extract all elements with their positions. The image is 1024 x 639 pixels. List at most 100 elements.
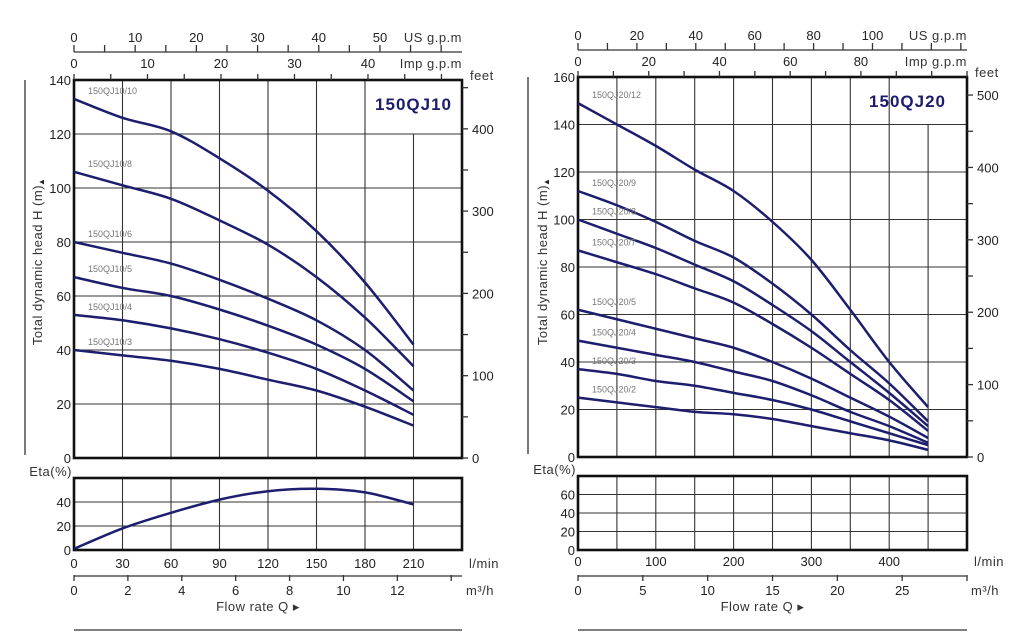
us-gpm-tick-label: 50 (373, 30, 387, 45)
curve-label: 150QJ20/9 (592, 178, 636, 188)
m3h-tick-label: 4 (178, 583, 185, 598)
y-tick-label: 140 (49, 73, 71, 88)
curve-150QJ10/6 (73, 240, 415, 392)
imp-gpm-tick-label: 10 (140, 56, 154, 71)
us-gpm-tick-label: 10 (128, 30, 142, 45)
y-tick-label: 80 (57, 235, 71, 250)
imp-gpm-tick-label: 80 (854, 54, 868, 69)
up-arrow-icon: ▲ (542, 178, 551, 186)
m3h-tick-label: 25 (895, 583, 909, 598)
us-gpm-tick-label: 60 (747, 28, 761, 43)
y-tick-label: 160 (553, 70, 575, 85)
feet-tick-label: 200 (977, 305, 999, 320)
curve-label: 150QJ10/8 (88, 159, 132, 169)
curve-150QJ10/3 (73, 348, 414, 427)
y-tick-label: 20 (561, 403, 575, 418)
curve-label: 150QJ20/7 (592, 237, 636, 247)
imp-gpm-axis-label: Imp g.p.m (400, 56, 462, 71)
feet-tick-label: 0 (472, 451, 479, 466)
m3h-tick-label: 2 (124, 583, 131, 598)
m3h-tick-label: 0 (70, 583, 77, 598)
y-tick-label: 60 (57, 289, 71, 304)
chart-title: 150QJ20 (869, 92, 946, 111)
y-tick-label: 120 (49, 127, 71, 142)
x-tick-label: 180 (354, 556, 376, 571)
us-gpm-tick-label: 20 (630, 28, 644, 43)
curve-label: 150QJ10/5 (88, 264, 132, 274)
y-axis-label: Total dynamic head H (m) (30, 185, 45, 345)
x-tick-label: 30 (115, 556, 129, 571)
x-tick-label: 60 (164, 556, 178, 571)
m3h-tick-label: 8 (286, 583, 293, 598)
y-tick-label: 0 (64, 451, 71, 466)
us-gpm-axis-label: US g.p.m (404, 30, 462, 45)
curve-label: 150QJ10/6 (88, 229, 132, 239)
us-gpm-axis-label: US g.p.m (909, 28, 967, 43)
x-tick-label: 0 (70, 556, 77, 571)
m3h-tick-label: 10 (700, 583, 714, 598)
us-gpm-tick-label: 40 (312, 30, 326, 45)
x-unit-label: l/min (974, 554, 1004, 569)
imp-gpm-axis-label: Imp g.p.m (905, 54, 967, 69)
imp-gpm-tick-label: 60 (783, 54, 797, 69)
x-tick-label: 150 (306, 556, 328, 571)
curve-150QJ20/8 (577, 218, 929, 428)
eta-tick-label: 20 (57, 519, 71, 534)
feet-axis-label: feet (975, 65, 999, 80)
feet-tick-label: 0 (977, 450, 984, 465)
eta-tick-label: 20 (561, 525, 575, 540)
imp-gpm-tick-label: 0 (574, 54, 581, 69)
efficiency-curve (73, 487, 414, 550)
eta-axis-label: Eta(%) (533, 462, 576, 477)
feet-tick-label: 500 (977, 88, 999, 103)
plot-border (72, 78, 464, 460)
eta-axis-label: Eta(%) (29, 464, 72, 479)
m3h-tick-label: 15 (765, 583, 779, 598)
x-tick-label: 0 (574, 554, 581, 569)
y-tick-label: 0 (568, 450, 575, 465)
x-tick-label: 90 (212, 556, 226, 571)
eta-plot-border (72, 476, 464, 552)
imp-gpm-tick-label: 20 (214, 56, 228, 71)
x-tick-label: 120 (257, 556, 279, 571)
m3h-tick-label: 0 (574, 583, 581, 598)
curve-label: 150QJ10/3 (88, 337, 132, 347)
curve-150QJ20/2 (577, 396, 929, 452)
curve-150QJ10/8 (73, 170, 415, 368)
m3h-tick-label: 6 (232, 583, 239, 598)
imp-gpm-tick-label: 30 (287, 56, 301, 71)
m3h-axis-label: m³/h (466, 583, 494, 598)
us-gpm-tick-label: 80 (806, 28, 820, 43)
y-tick-label: 60 (561, 308, 575, 323)
curve-label: 150QJ10/10 (88, 86, 137, 96)
m3h-tick-label: 12 (390, 583, 404, 598)
eta-tick-label: 60 (561, 488, 575, 503)
y-tick-label: 100 (553, 213, 575, 228)
curve-label: 150QJ20/5 (592, 297, 636, 307)
m3h-tick-label: 5 (639, 583, 646, 598)
y-tick-label: 40 (561, 355, 575, 370)
x-axis-label: Flow rate Q ▸ (721, 599, 805, 614)
curve-label: 150QJ20/2 (592, 385, 636, 395)
x-tick-label: 100 (645, 554, 667, 569)
x-unit-label: l/min (469, 556, 499, 571)
eta-tick-label: 40 (561, 506, 575, 521)
feet-tick-label: 200 (472, 286, 494, 301)
us-gpm-tick-label: 0 (70, 30, 77, 45)
us-gpm-tick-label: 40 (689, 28, 703, 43)
feet-tick-label: 400 (977, 160, 999, 175)
y-tick-label: 20 (57, 397, 71, 412)
curve-150QJ20/4 (577, 339, 929, 444)
us-gpm-tick-label: 20 (189, 30, 203, 45)
feet-tick-label: 100 (977, 378, 999, 393)
feet-tick-label: 300 (472, 204, 494, 219)
imp-gpm-tick-label: 40 (361, 56, 375, 71)
y-tick-label: 80 (561, 260, 575, 275)
curve-label: 150QJ10/4 (88, 302, 132, 312)
curve-label: 150QJ20/8 (592, 207, 636, 217)
y-tick-label: 100 (49, 181, 71, 196)
x-tick-label: 200 (723, 554, 745, 569)
eta-tick-label: 0 (64, 543, 71, 558)
